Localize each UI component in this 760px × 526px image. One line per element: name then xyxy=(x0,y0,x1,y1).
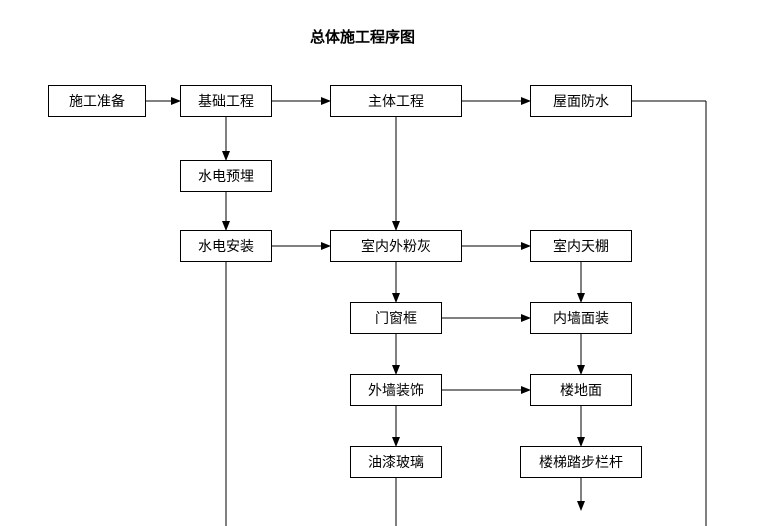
flow-node-n10: 内墙面装 xyxy=(530,302,632,334)
flow-node-label: 水电预埋 xyxy=(198,166,254,186)
flow-node-n12: 楼地面 xyxy=(530,374,632,406)
flow-node-n1: 施工准备 xyxy=(48,85,146,117)
flow-node-n4: 屋面防水 xyxy=(530,85,632,117)
flow-node-n2: 基础工程 xyxy=(180,85,272,117)
flow-node-n11: 外墙装饰 xyxy=(350,374,442,406)
flow-node-label: 水电安装 xyxy=(198,236,254,256)
flow-node-label: 内墙面装 xyxy=(553,308,609,328)
flow-node-label: 屋面防水 xyxy=(553,91,609,111)
diagram-title: 总体施工程序图 xyxy=(310,26,415,47)
flow-node-n13: 油漆玻璃 xyxy=(350,446,442,478)
flow-node-n6: 水电安装 xyxy=(180,230,272,262)
flow-node-label: 门窗框 xyxy=(375,308,417,328)
flow-node-label: 主体工程 xyxy=(368,91,424,111)
flow-node-label: 楼梯踏步栏杆 xyxy=(539,452,623,472)
flow-node-label: 油漆玻璃 xyxy=(368,452,424,472)
flow-node-n14: 楼梯踏步栏杆 xyxy=(520,446,642,478)
flow-node-n9: 门窗框 xyxy=(350,302,442,334)
flow-node-label: 施工准备 xyxy=(69,91,125,111)
flow-node-label: 室内外粉灰 xyxy=(361,236,431,256)
flow-node-n7: 室内外粉灰 xyxy=(330,230,462,262)
flow-node-label: 楼地面 xyxy=(560,380,602,400)
flow-node-label: 室内天棚 xyxy=(553,236,609,256)
flow-node-label: 外墙装饰 xyxy=(368,380,424,400)
flow-node-n3: 主体工程 xyxy=(330,85,462,117)
flow-node-label: 基础工程 xyxy=(198,91,254,111)
flow-node-n5: 水电预埋 xyxy=(180,160,272,192)
flow-node-n8: 室内天棚 xyxy=(530,230,632,262)
